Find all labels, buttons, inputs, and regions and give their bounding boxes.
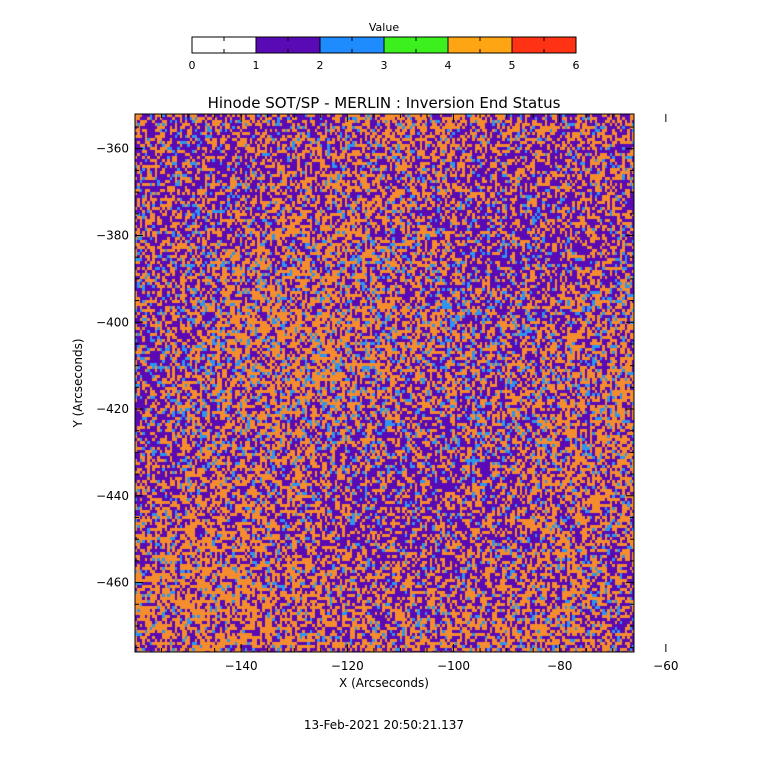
- colorbar-tick-label: 4: [445, 59, 452, 72]
- colorbar: Value 0 1 2 3 4 5 6: [189, 21, 580, 72]
- colorbar-tick-label: 6: [573, 59, 580, 72]
- colorbar-bin-2: [320, 37, 384, 53]
- colorbar-bin-0: [192, 37, 256, 53]
- x-tick-label: −120: [331, 659, 364, 673]
- x-tick-label: −100: [437, 659, 470, 673]
- plot-frame: [134, 113, 635, 653]
- y-tick-label: −460: [96, 576, 129, 590]
- plot-area: −140 −120 −100 −80 −60 −360−380−400−420−440−…: [96, 113, 679, 673]
- y-tick-label: −420: [96, 402, 129, 416]
- y-tick-label: −380: [96, 228, 129, 242]
- y-tick-label: −400: [96, 315, 129, 329]
- x-tick-label: −140: [225, 659, 258, 673]
- colorbar-tick-label: 2: [317, 59, 324, 72]
- chart-title: Hinode SOT/SP - MERLIN : Inversion End S…: [208, 94, 561, 112]
- footer-timestamp: 13-Feb-2021 20:50:21.137: [304, 718, 464, 732]
- colorbar-tick-label: 0: [189, 59, 196, 72]
- x-tick-label: −60: [653, 659, 678, 673]
- colorbar-bin-3: [384, 37, 448, 53]
- x-axis: −140 −120 −100 −80 −60: [161, 114, 679, 673]
- colorbar-tick-label: 1: [253, 59, 260, 72]
- colorbar-bin-4: [448, 37, 512, 53]
- y-tick-label: −440: [96, 489, 129, 503]
- colorbar-bin-5: [512, 37, 576, 53]
- x-tick-label: −80: [547, 659, 572, 673]
- y-axis-title: Y (Arcseconds): [71, 338, 85, 428]
- colorbar-bins: [192, 37, 576, 53]
- y-tick-label: −360: [96, 142, 129, 156]
- x-axis-title: X (Arcseconds): [339, 676, 429, 690]
- heatmap-image: [135, 114, 634, 652]
- colorbar-tick-label: 5: [509, 59, 516, 72]
- colorbar-bin-1: [256, 37, 320, 53]
- colorbar-ticks: 0 1 2 3 4 5 6: [189, 37, 580, 72]
- colorbar-title: Value: [369, 21, 399, 34]
- y-axis: −360 −380 −400 −420 −440 −460: [96, 126, 634, 649]
- colorbar-tick-label: 3: [381, 59, 388, 72]
